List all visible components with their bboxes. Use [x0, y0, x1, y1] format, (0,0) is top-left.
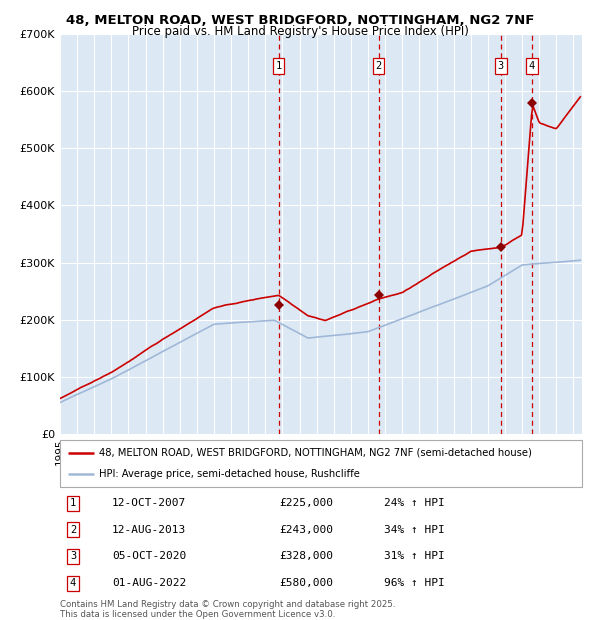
Text: Price paid vs. HM Land Registry's House Price Index (HPI): Price paid vs. HM Land Registry's House … — [131, 25, 469, 38]
Text: 2: 2 — [70, 525, 76, 535]
Text: £580,000: £580,000 — [279, 578, 333, 588]
Text: HPI: Average price, semi-detached house, Rushcliffe: HPI: Average price, semi-detached house,… — [99, 469, 360, 479]
Text: 34% ↑ HPI: 34% ↑ HPI — [383, 525, 445, 535]
Text: 3: 3 — [498, 61, 504, 71]
Text: £328,000: £328,000 — [279, 551, 333, 562]
Text: 1: 1 — [70, 498, 76, 508]
Text: 01-AUG-2022: 01-AUG-2022 — [112, 578, 187, 588]
Text: 3: 3 — [70, 551, 76, 562]
Text: £225,000: £225,000 — [279, 498, 333, 508]
FancyBboxPatch shape — [60, 440, 582, 487]
Text: 4: 4 — [529, 61, 535, 71]
Text: 12-AUG-2013: 12-AUG-2013 — [112, 525, 187, 535]
Text: 96% ↑ HPI: 96% ↑ HPI — [383, 578, 445, 588]
Text: 1: 1 — [275, 61, 282, 71]
Text: 48, MELTON ROAD, WEST BRIDGFORD, NOTTINGHAM, NG2 7NF (semi-detached house): 48, MELTON ROAD, WEST BRIDGFORD, NOTTING… — [99, 448, 532, 458]
Text: 4: 4 — [70, 578, 76, 588]
Text: 05-OCT-2020: 05-OCT-2020 — [112, 551, 187, 562]
Text: 31% ↑ HPI: 31% ↑ HPI — [383, 551, 445, 562]
Text: 2: 2 — [376, 61, 382, 71]
Text: 48, MELTON ROAD, WEST BRIDGFORD, NOTTINGHAM, NG2 7NF: 48, MELTON ROAD, WEST BRIDGFORD, NOTTING… — [66, 14, 534, 27]
Text: Contains HM Land Registry data © Crown copyright and database right 2025.
This d: Contains HM Land Registry data © Crown c… — [60, 600, 395, 619]
Text: 24% ↑ HPI: 24% ↑ HPI — [383, 498, 445, 508]
Text: 12-OCT-2007: 12-OCT-2007 — [112, 498, 187, 508]
Text: £243,000: £243,000 — [279, 525, 333, 535]
